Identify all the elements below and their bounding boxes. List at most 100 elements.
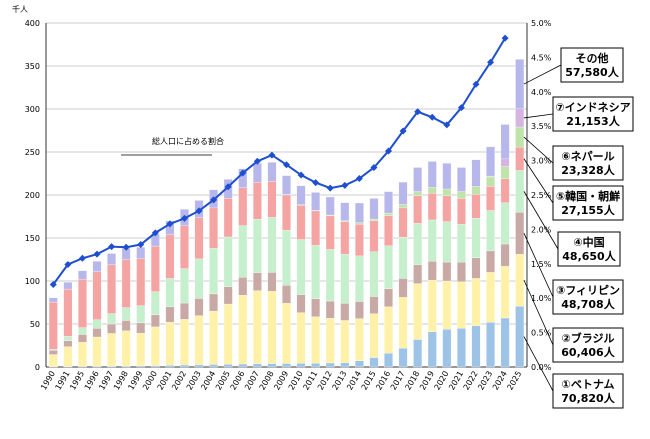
bar-segment: [443, 281, 451, 329]
bar-segment: [399, 348, 407, 367]
bar-segment: [486, 177, 494, 186]
bar-segment: [428, 332, 436, 367]
bar-segment: [93, 337, 101, 366]
bar-segment: [195, 259, 203, 299]
bar-segment: [209, 311, 217, 364]
bar-segment: [341, 303, 349, 320]
bar-segment: [428, 220, 436, 261]
y-left-tick-label: 100: [25, 277, 40, 286]
annotation-value: 27,155人: [561, 203, 615, 217]
annotation-name: ③フィリピン: [556, 284, 620, 297]
bar-segment: [472, 160, 480, 187]
bar-segment: [428, 161, 436, 187]
line-marker: [341, 182, 348, 189]
bar-segment: [209, 294, 217, 311]
bar-segment: [253, 182, 261, 219]
bar-segment: [151, 327, 159, 366]
bar-segment: [224, 304, 232, 364]
bar-segment: [472, 326, 480, 367]
bar-segment: [78, 279, 86, 327]
bar-segment: [486, 186, 494, 210]
bar-segment: [297, 313, 305, 364]
bar-segment: [428, 193, 436, 220]
bar-segment: [268, 272, 276, 291]
y-left-tick-label: 250: [25, 148, 40, 157]
bar-segment: [501, 244, 509, 266]
bar-segment: [239, 364, 247, 367]
bar-segment: [428, 261, 436, 280]
bar-segment: [443, 196, 451, 222]
bar-segment: [297, 363, 305, 367]
bar-segment: [268, 162, 276, 181]
x-tick-label: 2025: [505, 370, 523, 392]
bar-segment: [515, 254, 523, 306]
line-marker: [94, 251, 101, 258]
bar-segment: [399, 204, 407, 207]
bar-segment: [341, 222, 349, 255]
bar-segment: [268, 291, 276, 363]
bar-segment: [239, 295, 247, 364]
bar-segment: [224, 237, 232, 287]
bar-segment: [107, 253, 115, 264]
bar-segment: [443, 222, 451, 262]
bar-segment: [501, 159, 509, 167]
bar-segment: [282, 363, 290, 367]
bar-segment: [224, 364, 232, 367]
bar-segment: [311, 192, 319, 210]
bar-segment: [443, 189, 451, 196]
bar-segment: [239, 188, 247, 226]
bar-segment: [282, 285, 290, 303]
bar-segment: [501, 266, 509, 318]
bar-segment: [224, 287, 232, 304]
bar-segment: [457, 167, 465, 191]
bar-segment: [297, 240, 305, 295]
bar-segment: [137, 306, 145, 323]
bar-segment: [370, 314, 378, 358]
bar-segment: [457, 282, 465, 328]
bar-segment: [93, 272, 101, 320]
bar-segment: [355, 256, 363, 302]
bar-segment: [326, 301, 334, 318]
annotation-value: 48,650人: [562, 249, 616, 263]
bar-segment: [384, 246, 392, 289]
bar-segment: [253, 163, 261, 182]
bar-segment: [64, 347, 72, 367]
bar-segment: [399, 182, 407, 204]
bar-segment: [297, 186, 305, 205]
bar-segment: [457, 262, 465, 282]
bar-segment: [282, 176, 290, 195]
annotation-value: 70,820人: [561, 391, 615, 405]
bar-segment: [180, 226, 188, 269]
bar-segment: [151, 366, 159, 367]
annotation-name: ⑥ネパール: [561, 150, 614, 163]
bar-segment: [515, 212, 523, 254]
bar-segment: [166, 235, 174, 279]
bar-segment: [355, 203, 363, 223]
bar-segment: [78, 334, 86, 342]
bar-segment: [268, 364, 276, 367]
bar-segment: [486, 147, 494, 176]
annotation-value: 48,708人: [561, 297, 615, 311]
bar-segment: [326, 216, 334, 250]
y-left-unit-label: 千人: [12, 4, 28, 14]
bar-segment: [399, 297, 407, 348]
bar-segment: [107, 314, 115, 324]
bar-segment: [78, 271, 86, 280]
annotation-value: 60,406人: [561, 345, 615, 359]
bar-segment: [413, 284, 421, 340]
y-right-tick-label: 0.0%: [531, 363, 552, 372]
y-left-tick-label: 0: [35, 363, 40, 372]
bar-segment: [107, 265, 115, 314]
bar-segment: [370, 296, 378, 313]
bar-segment: [180, 303, 188, 319]
bar-segment: [413, 223, 421, 264]
bar-segment: [443, 163, 451, 189]
y-right-tick-label: 3.0%: [531, 157, 552, 166]
bar-segment: [457, 192, 465, 199]
bar-segment: [355, 224, 363, 256]
bar-segment: [297, 205, 305, 239]
y-left-tick-label: 50: [30, 320, 40, 329]
bar-segment: [515, 147, 523, 170]
bar-segment: [180, 319, 188, 365]
bar-segment: [166, 278, 174, 306]
